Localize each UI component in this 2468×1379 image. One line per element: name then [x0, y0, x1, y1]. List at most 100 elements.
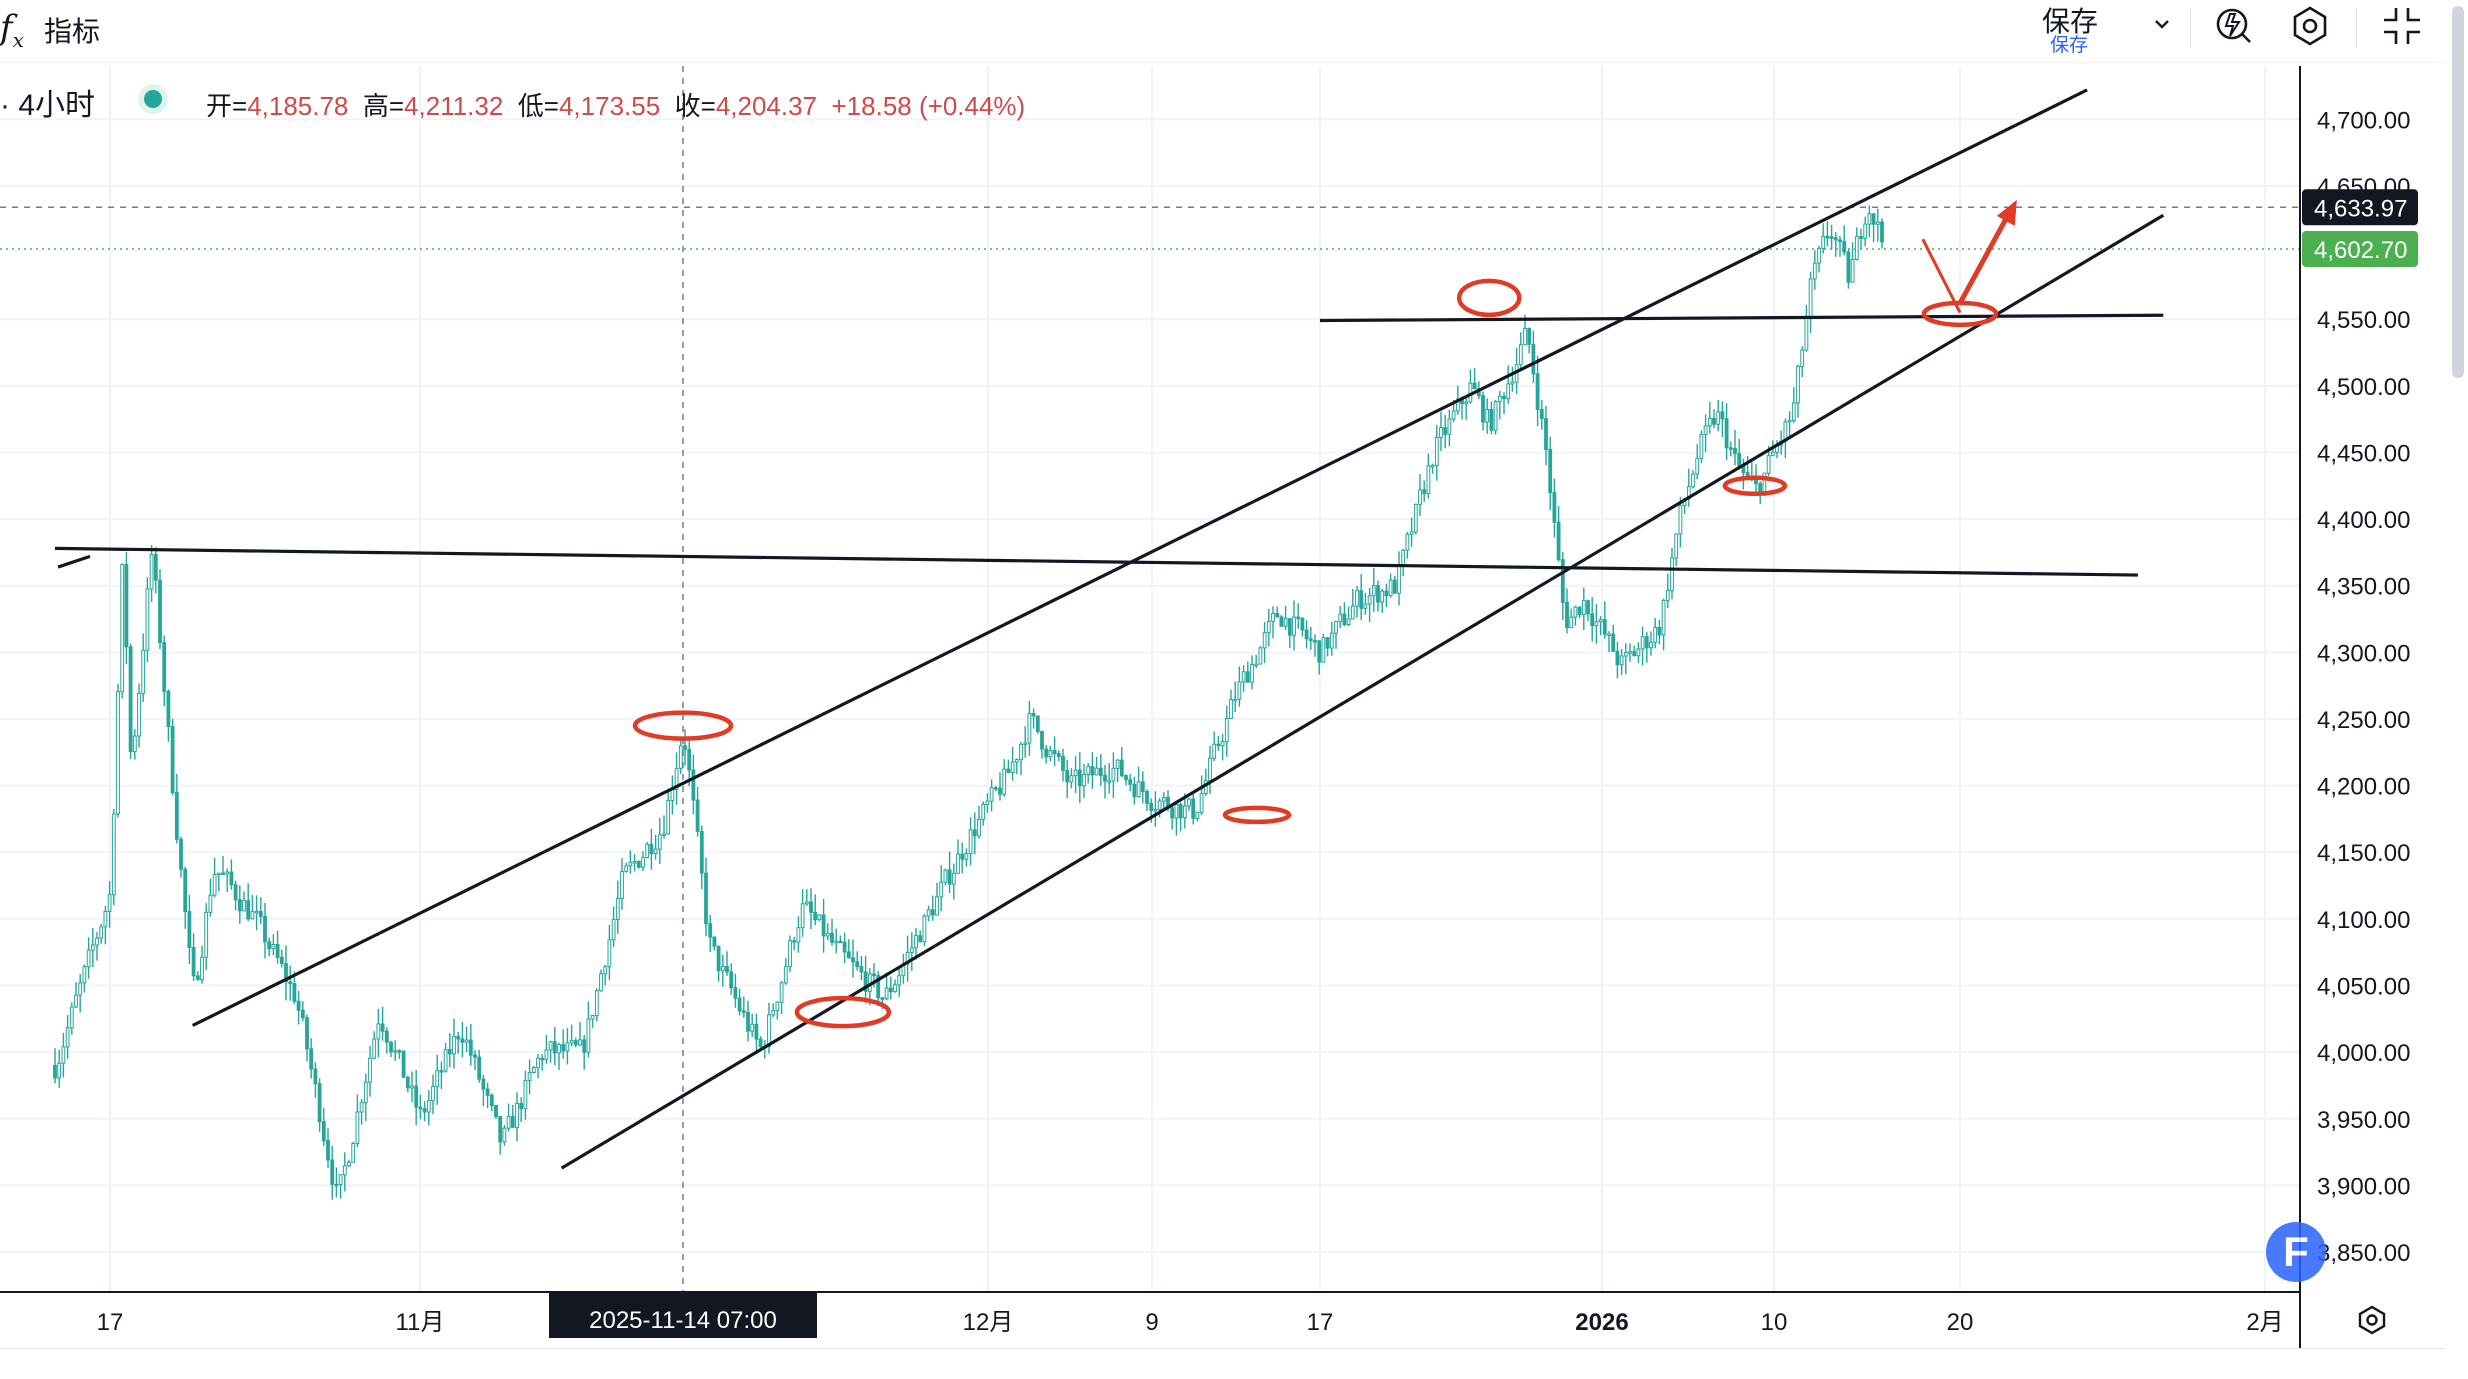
candle [300, 1001, 305, 1022]
candle-body [187, 911, 192, 949]
candle-body [82, 966, 87, 984]
candle [1581, 587, 1586, 631]
candle-body [1754, 479, 1758, 485]
candle-body [746, 1011, 750, 1032]
candle [1308, 626, 1313, 650]
candle [1355, 586, 1359, 618]
candle [1598, 616, 1603, 636]
candle-body [1023, 742, 1028, 746]
candle [1653, 618, 1658, 649]
candle-body [418, 1106, 423, 1110]
candle [1791, 387, 1796, 424]
candle-body [1649, 641, 1653, 649]
time-tick-label: 9 [1145, 1309, 1158, 1336]
candle [338, 1174, 343, 1199]
candle-body [1544, 418, 1548, 451]
candle-body [981, 803, 986, 820]
candle [1040, 730, 1044, 759]
candle [977, 805, 981, 839]
candle-body [1623, 652, 1628, 657]
candle-body [1250, 664, 1254, 683]
candle [1397, 551, 1401, 606]
candle-body [1560, 559, 1565, 603]
candle-body [1115, 759, 1120, 769]
annotation-marks [632, 199, 2017, 1029]
candle [729, 963, 734, 995]
candle [1367, 587, 1372, 623]
candle-body [1821, 235, 1826, 249]
vertical-scrollbar[interactable] [2445, 0, 2468, 1378]
candle [1623, 643, 1628, 675]
scrollbar-thumb[interactable] [2452, 6, 2464, 378]
candle-body [641, 857, 645, 868]
candle [1212, 731, 1217, 761]
candle [750, 1013, 755, 1037]
candle-body [1296, 616, 1301, 620]
indicators-button[interactable]: 指标 [44, 16, 101, 47]
candle-body [477, 1056, 482, 1080]
candle-body [918, 935, 923, 943]
candle-body [544, 1049, 549, 1060]
candle-body [825, 932, 830, 937]
candle [145, 577, 150, 663]
trendline-stub [57, 554, 91, 569]
candle-body [1237, 681, 1242, 700]
candle [498, 1116, 503, 1155]
candle-body [1187, 798, 1191, 807]
candle-body [573, 1040, 578, 1046]
symbol-interval[interactable]: · 4小时 [0, 89, 96, 122]
candle-body [1472, 382, 1477, 390]
candle-body [989, 787, 994, 802]
candle [1090, 752, 1095, 789]
candle-body [95, 937, 99, 946]
candle [1077, 752, 1082, 803]
save-button[interactable]: 保存 保存 [2028, 0, 2138, 58]
candle-body [363, 1081, 368, 1104]
candle-body [208, 894, 213, 913]
candle-body [1056, 753, 1061, 757]
candle [435, 1054, 440, 1105]
candle-body [1334, 620, 1338, 634]
fullscreen-icon[interactable] [2380, 4, 2424, 48]
candle-body [506, 1116, 511, 1129]
candle [859, 955, 864, 981]
candle-body [1271, 612, 1275, 622]
settings-icon[interactable] [2288, 4, 2332, 48]
chevron-down-icon[interactable] [2148, 10, 2176, 38]
save-sublabel: 保存 [2050, 35, 2089, 56]
candle-body [1086, 766, 1091, 776]
alert-icon[interactable] [2212, 4, 2256, 48]
f-badge-icon[interactable]: F [2266, 1222, 2326, 1282]
candle [628, 850, 633, 874]
candle [456, 1032, 461, 1054]
candle [834, 928, 839, 954]
candle [708, 914, 713, 952]
candle [687, 740, 692, 787]
candle [825, 923, 830, 941]
candle-body [1002, 768, 1007, 795]
candle-body [330, 1159, 335, 1185]
candle-body [758, 1038, 763, 1048]
candle [452, 1018, 456, 1069]
candle [1602, 601, 1607, 639]
candle-body [1052, 749, 1057, 755]
candle-body [1208, 757, 1212, 781]
candle-body [1632, 651, 1637, 657]
candle [326, 1128, 330, 1168]
candle [1720, 401, 1725, 438]
price-tick-label: 4,700.00 [2317, 107, 2410, 134]
candle-body [132, 735, 137, 753]
candle [275, 930, 280, 964]
candle [649, 828, 654, 870]
candle [1493, 399, 1498, 435]
fx-icon[interactable]: fx [0, 8, 24, 52]
candle [632, 854, 637, 872]
price-axis: 4,700.004,650.004,550.004,500.004,450.00… [2299, 66, 2418, 1348]
candle-body [607, 939, 612, 968]
candle-body [834, 940, 839, 944]
time-tick-label: 17 [1307, 1309, 1334, 1336]
candle-body [1728, 447, 1733, 450]
candle [183, 866, 188, 929]
candle-body [1245, 671, 1250, 683]
